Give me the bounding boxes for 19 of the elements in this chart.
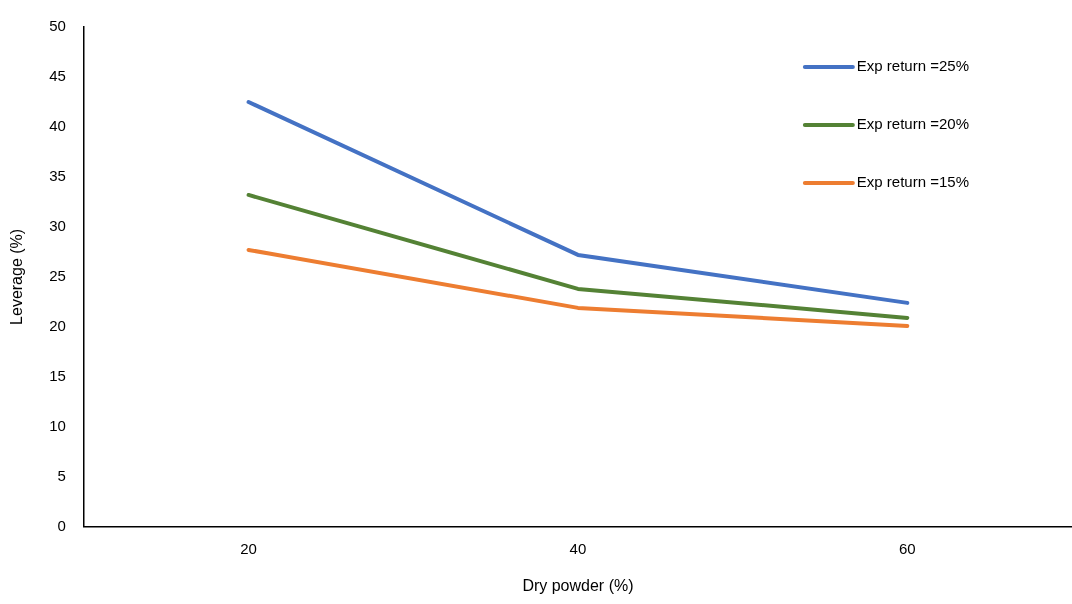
legend-label: Exp return =25% <box>856 57 970 75</box>
y-tick-label: 10 <box>49 416 66 434</box>
y-tick-label: 30 <box>49 217 66 235</box>
x-axis-title: Dry powder (%) <box>522 576 634 594</box>
y-axis-title: Leverage (%) <box>8 228 26 325</box>
y-tick-label: 0 <box>57 516 66 534</box>
y-tick-label: 15 <box>49 367 66 384</box>
y-tick-label: 40 <box>49 117 66 135</box>
x-tick-label: 40 <box>569 539 587 557</box>
x-tick-label: 60 <box>898 539 916 557</box>
legend-label: Exp return =20% <box>856 115 970 133</box>
y-tick-label: 20 <box>49 317 66 335</box>
legend-label: Exp return =15% <box>856 173 970 191</box>
y-tick-label: 25 <box>49 267 66 285</box>
y-tick-label: 45 <box>49 67 66 85</box>
y-tick-label: 5 <box>57 466 66 484</box>
y-tick-label: 35 <box>49 167 66 185</box>
y-tick-label: 50 <box>49 17 66 35</box>
x-tick-label: 20 <box>240 539 257 557</box>
